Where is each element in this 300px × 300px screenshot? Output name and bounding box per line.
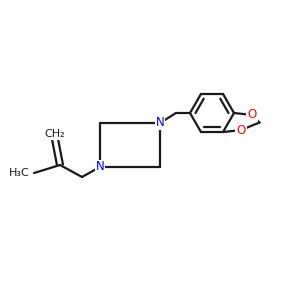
Text: N: N bbox=[96, 160, 104, 173]
Text: O: O bbox=[236, 124, 246, 136]
Text: H₃C: H₃C bbox=[9, 168, 30, 178]
Text: N: N bbox=[156, 116, 164, 130]
Text: O: O bbox=[248, 109, 256, 122]
Text: CH₂: CH₂ bbox=[45, 129, 65, 139]
